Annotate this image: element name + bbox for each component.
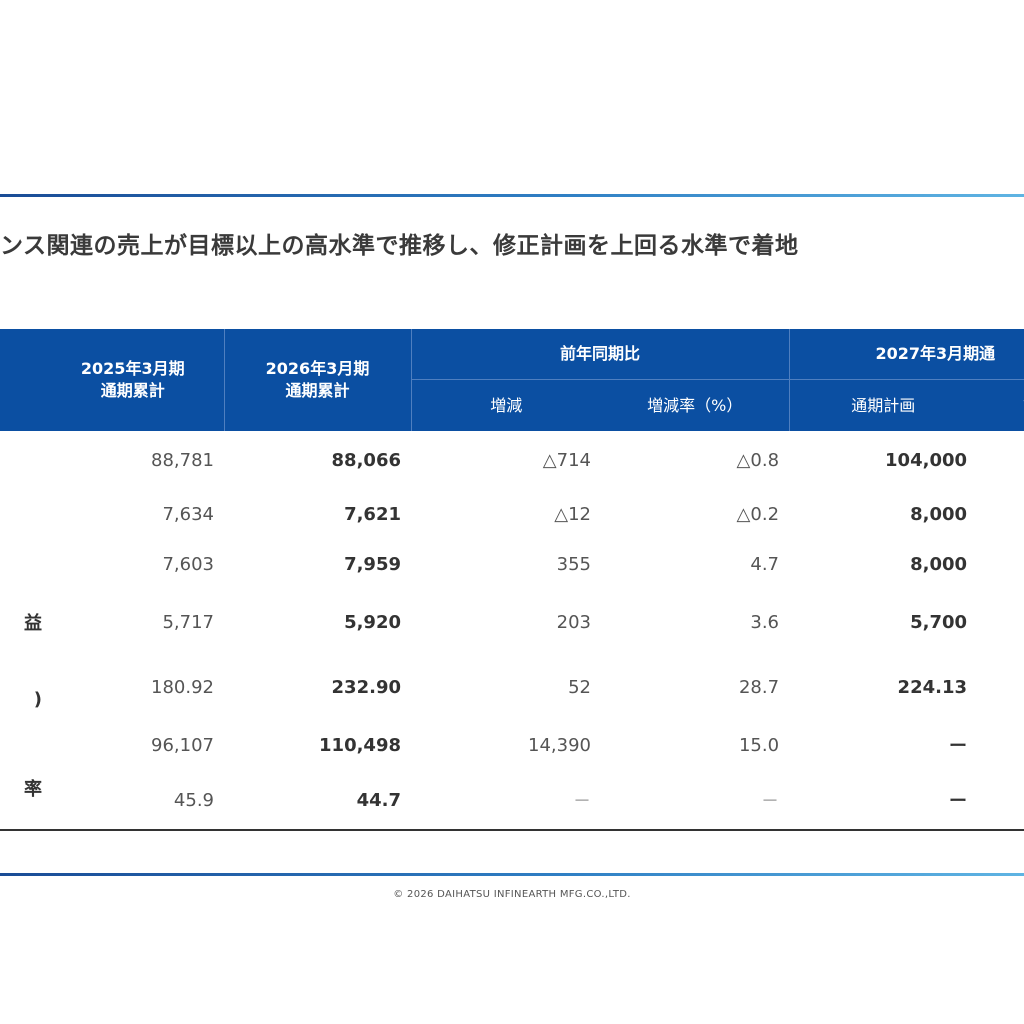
- cell-ratio: [977, 589, 1024, 655]
- cell-rate: －: [601, 771, 790, 831]
- header-yoy-rate: 増減率（%）: [601, 379, 790, 431]
- cell-change: －: [411, 771, 601, 831]
- cell-ratio: [977, 655, 1024, 719]
- table-row: 益 5,717 5,920 203 3.6 5,700: [0, 589, 1024, 655]
- row-label: [0, 489, 42, 539]
- table-body: 88,781 88,066 △714 △0.8 104,000 7,634 7,…: [0, 431, 1024, 831]
- cell-ratio: [977, 431, 1024, 489]
- row-label: 率: [24, 779, 42, 800]
- header-fy2025-line2: 通期累計: [100, 381, 165, 400]
- results-table: 2025年3月期 通期累計 2026年3月期 通期累計 前年同期比 2027年3…: [0, 329, 1024, 831]
- cell-plan: 8,000: [910, 503, 968, 525]
- row-label-cell: 率: [0, 771, 42, 831]
- cell-fy2026: 7,621: [344, 503, 401, 525]
- cell-fy2025: 96,107: [151, 734, 214, 756]
- header-fy2027-ratio: 前: [977, 379, 1024, 431]
- row-label: ): [33, 688, 42, 710]
- cell-change: 14,390: [528, 734, 591, 756]
- header-fy2026-line2: 通期累計: [285, 381, 350, 400]
- cell-change: 203: [556, 611, 591, 633]
- table-row: ) 180.92 232.90 52 28.7 224.13: [0, 655, 1024, 719]
- cell-fy2025: 5,717: [162, 611, 214, 633]
- cell-fy2025: 7,634: [162, 503, 214, 525]
- table-row: 88,781 88,066 △714 △0.8 104,000: [0, 431, 1024, 489]
- row-label: 益: [24, 613, 42, 634]
- cell-rate: △0.8: [736, 449, 780, 471]
- cell-change: 52: [568, 676, 591, 698]
- header-fy2027-plan: 通期計画: [788, 379, 978, 431]
- cell-change: △12: [554, 503, 591, 525]
- results-table-container: 2025年3月期 通期累計 2026年3月期 通期累計 前年同期比 2027年3…: [0, 329, 1024, 831]
- header-fy2026: 2026年3月期 通期累計: [223, 329, 411, 431]
- cell-plan: ー: [949, 736, 968, 757]
- bottom-divider: [0, 873, 1024, 876]
- cell-fy2026: 44.7: [224, 771, 411, 831]
- cell-plan: 8,000: [910, 553, 968, 575]
- header-fy2025-line1: 2025年3月期: [80, 359, 185, 379]
- cell-fy2025: 180.92: [151, 676, 214, 698]
- cell-rate: 4.7: [750, 553, 780, 575]
- header-yoy-change: 増減: [410, 379, 601, 431]
- cell-plan: 5,700: [910, 611, 968, 633]
- cell-ratio: [977, 771, 1024, 831]
- row-label: [0, 719, 42, 771]
- copyright-footer: © 2026 DAIHATSU INFINEARTH MFG.CO.,LTD.: [393, 889, 631, 900]
- header-fy2026-line1: 2026年3月期: [265, 359, 370, 379]
- cell-rate: △0.2: [736, 503, 780, 525]
- cell-fy2025: 45.9: [42, 771, 224, 831]
- header-item-blank: [0, 329, 42, 431]
- header-yoy-group: 前年同期比: [410, 329, 790, 380]
- cell-rate: 15.0: [738, 734, 780, 756]
- cell-fy2026: 7,959: [344, 553, 401, 575]
- cell-ratio: [977, 539, 1024, 589]
- cell-fy2025: 88,781: [151, 449, 214, 471]
- top-divider: [0, 194, 1024, 197]
- cell-plan: ー: [789, 771, 978, 831]
- table-row: 7,603 7,959 355 4.7 8,000: [0, 539, 1024, 589]
- cell-fy2026: 88,066: [331, 449, 401, 471]
- cell-fy2026: 5,920: [344, 611, 401, 633]
- cell-ratio: [977, 719, 1024, 771]
- table-row: 7,634 7,621 △12 △0.2 8,000: [0, 489, 1024, 539]
- row-label: [0, 431, 42, 489]
- cell-fy2026: 110,498: [319, 734, 401, 756]
- table-header: 2025年3月期 通期累計 2026年3月期 通期累計 前年同期比 2027年3…: [0, 329, 1024, 431]
- header-fy2025: 2025年3月期 通期累計: [42, 329, 224, 431]
- table-row: 96,107 110,498 14,390 15.0 ー: [0, 719, 1024, 771]
- cell-rate: 3.6: [750, 611, 780, 633]
- cell-plan: 224.13: [897, 676, 968, 698]
- header-fy2027-group: 2027年3月期通: [788, 329, 1024, 380]
- cell-fy2025: 7,603: [162, 553, 214, 575]
- cell-rate: 28.7: [738, 676, 780, 698]
- row-label-cell: ): [0, 655, 42, 719]
- cell-plan: 104,000: [885, 449, 968, 471]
- table-row: 率 45.9 44.7 － － ー: [0, 771, 1024, 831]
- cell-ratio: [977, 489, 1024, 539]
- cell-change: △714: [542, 449, 591, 471]
- row-label: [0, 539, 42, 589]
- cell-change: 355: [556, 553, 591, 575]
- headline: ンス関連の売上が目標以上の高水準で推移し、修正計画を上回る水準で着地: [0, 233, 799, 259]
- cell-fy2026: 232.90: [331, 676, 401, 698]
